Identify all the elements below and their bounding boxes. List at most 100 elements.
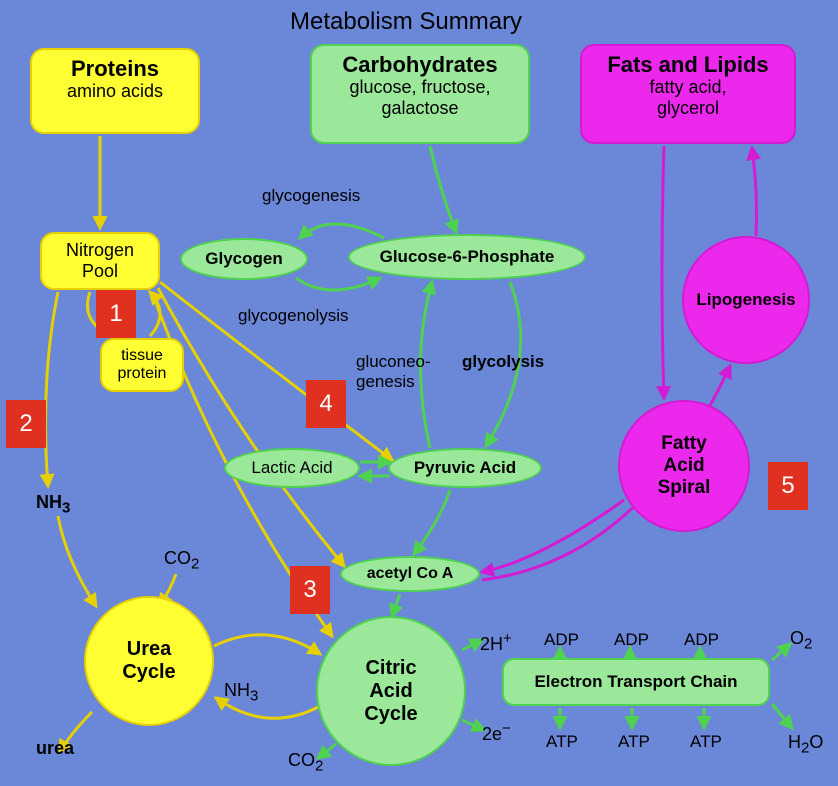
node-tissue_protein: tissue protein	[100, 338, 184, 392]
label-text-co2_top: CO	[164, 548, 191, 568]
label-sub-co2_top: 2	[191, 556, 199, 573]
node-nitrogen_pool: Nitrogen Pool	[40, 232, 160, 290]
node-label-acetyl: acetyl Co A	[367, 565, 454, 583]
arrow-etc_o2	[772, 644, 790, 660]
marker-label-m4: 4	[319, 390, 332, 418]
label-sub-o2: 2	[804, 636, 812, 653]
label-glycogenesis: glycogenesis	[262, 186, 360, 206]
label-sub-nh3_bottom: 3	[250, 688, 258, 705]
label-text-adp1: ADP	[544, 630, 579, 649]
node-label-urea_cycle: Urea Cycle	[122, 638, 175, 684]
label-atp2: ATP	[618, 732, 650, 752]
node-pyruvic: Pyruvic Acid	[388, 448, 542, 488]
label-text-urea: urea	[36, 738, 74, 758]
arrow-npool_to_nh3	[46, 292, 58, 486]
marker-m1: 1	[96, 290, 136, 338]
label-text-twoe: 2e	[482, 724, 502, 744]
label-text-adp2: ADP	[614, 630, 649, 649]
header-subtitle-carbs: glucose, fructose, galactose	[320, 77, 520, 118]
header-box-proteins: Proteinsamino acids	[30, 48, 200, 134]
arrow-pyruvic_to_acetyl	[414, 490, 450, 554]
marker-m3: 3	[290, 566, 330, 614]
label-text-nh3_bottom: NH	[224, 680, 250, 700]
header-title-carbs: Carbohydrates	[320, 52, 520, 77]
header-box-carbs: Carbohydratesglucose, fructose, galactos…	[310, 44, 530, 144]
label-text-h2o: H	[788, 732, 801, 752]
node-label-citric: Citric Acid Cycle	[364, 657, 417, 726]
label-text-atp3: ATP	[690, 732, 722, 751]
label-nh3: NH3	[36, 492, 70, 517]
node-label-fatty_spiral: Fatty Acid Spiral	[658, 433, 711, 499]
label-atp3: ATP	[690, 732, 722, 752]
marker-label-m3: 3	[303, 576, 316, 604]
node-label-nitrogen_pool: Nitrogen Pool	[66, 240, 134, 281]
node-label-pyruvic: Pyruvic Acid	[414, 459, 516, 478]
label-gluconeo: gluconeo- genesis	[356, 352, 431, 392]
arrow-g6p_to_glyco	[300, 224, 384, 238]
arrow-glyco_to_g6p	[296, 278, 380, 290]
label-co2_citric: CO2	[288, 750, 323, 775]
label-urea: urea	[36, 738, 74, 759]
arrow-etc_h2o	[772, 704, 792, 728]
label-twoH: 2H+	[480, 630, 512, 655]
label-text-atp2: ATP	[618, 732, 650, 751]
label-twoe: 2e−	[482, 720, 511, 745]
arrow-acetyl_to_citric	[392, 594, 400, 616]
arrow-nh3_to_urea	[58, 516, 96, 606]
node-label-glycogen: Glycogen	[205, 250, 282, 269]
label-o2: O2	[790, 628, 812, 653]
node-citric: Citric Acid Cycle	[316, 616, 466, 766]
node-label-g6p: Glucose-6-Phosphate	[380, 248, 555, 267]
header-subtitle-proteins: amino acids	[40, 81, 190, 102]
label-sub-nh3: 3	[62, 500, 70, 517]
label-text-glycogenolysis: glycogenolysis	[238, 306, 349, 325]
node-urea_cycle: Urea Cycle	[84, 596, 214, 726]
label-glycogenolysis: glycogenolysis	[238, 306, 349, 326]
label-adp1: ADP	[544, 630, 579, 650]
node-acetyl: acetyl Co A	[340, 556, 480, 592]
diagram-title: Metabolism Summary	[290, 8, 522, 36]
node-lipogenesis: Lipogenesis	[682, 236, 810, 364]
node-g6p: Glucose-6-Phosphate	[348, 234, 586, 280]
arrow-fats_to_spiral	[662, 146, 664, 398]
marker-m5: 5	[768, 462, 808, 510]
label-text-glycolysis: glycolysis	[462, 352, 544, 371]
label-text-twoH: 2H	[480, 634, 503, 654]
node-label-lactic: Lactic Acid	[251, 459, 332, 478]
label-h2o: H2O	[788, 732, 823, 757]
node-etc: Electron Transport Chain	[502, 658, 770, 706]
label-sup-twoH: +	[503, 630, 512, 647]
node-lactic: Lactic Acid	[224, 448, 360, 488]
header-title-fats: Fats and Lipids	[590, 52, 786, 77]
arrow-lipo_to_fats	[752, 148, 757, 236]
label-nh3_bottom: NH3	[224, 680, 258, 705]
label-text-co2_citric: CO	[288, 750, 315, 770]
arrow-carbs_to_g6p	[430, 146, 456, 232]
label-text-gluconeo: gluconeo- genesis	[356, 352, 431, 391]
header-subtitle-fats: fatty acid, glycerol	[590, 77, 786, 118]
label-atp1: ATP	[546, 732, 578, 752]
label-text-nh3: NH	[36, 492, 62, 512]
label-adp3: ADP	[684, 630, 719, 650]
marker-label-m5: 5	[781, 472, 794, 500]
node-fatty_spiral: Fatty Acid Spiral	[618, 400, 750, 532]
label-text-o2: O	[790, 628, 804, 648]
label-text-glycogenesis: glycogenesis	[262, 186, 360, 205]
label-sub-co2_citric: 2	[315, 758, 323, 775]
marker-m4: 4	[306, 380, 346, 428]
label-tail-h2o: O	[809, 732, 823, 752]
label-adp2: ADP	[614, 630, 649, 650]
node-label-lipogenesis: Lipogenesis	[696, 290, 795, 310]
marker-label-m2: 2	[19, 410, 32, 438]
diagram-stage: Metabolism Summary Proteinsamino acids Car…	[0, 0, 838, 786]
arrow-citric_2h	[462, 640, 482, 650]
label-text-adp3: ADP	[684, 630, 719, 649]
node-glycogen: Glycogen	[180, 238, 308, 280]
node-label-tissue_protein: tissue protein	[118, 347, 167, 384]
label-co2_top: CO2	[164, 548, 199, 573]
node-label-etc: Electron Transport Chain	[534, 672, 737, 692]
label-text-atp1: ATP	[546, 732, 578, 751]
arrow-citric_2e	[462, 720, 484, 730]
header-title-proteins: Proteins	[40, 56, 190, 81]
label-glycolysis: glycolysis	[462, 352, 544, 372]
